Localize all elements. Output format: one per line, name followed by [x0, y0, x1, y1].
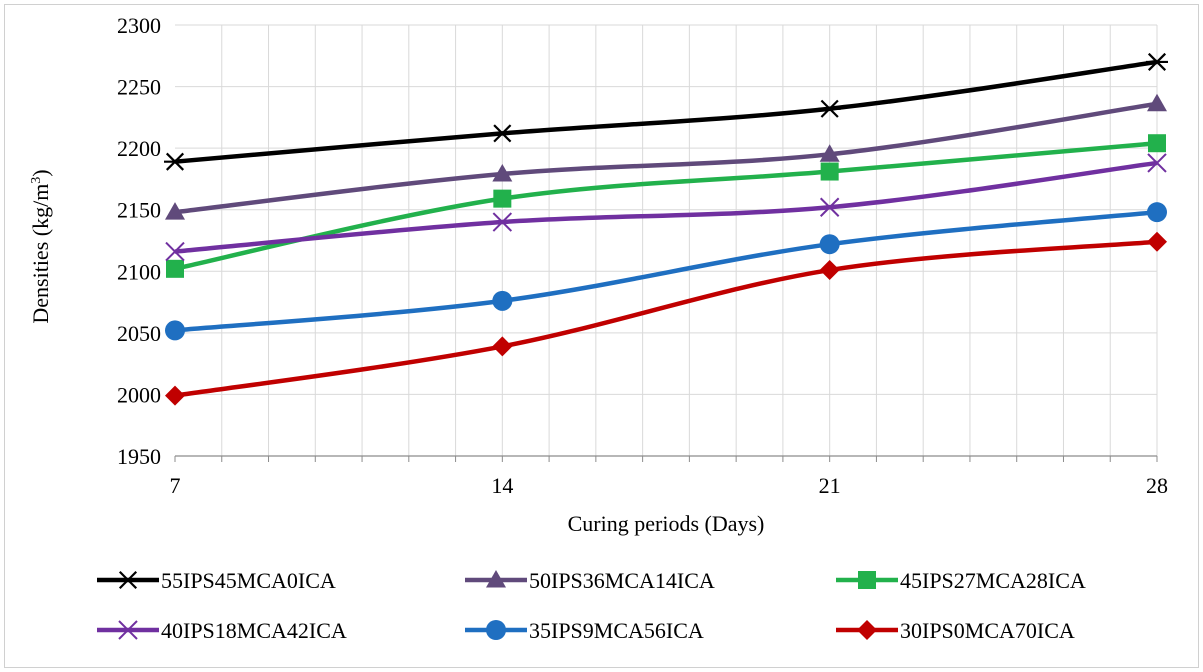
legend-label: 35IPS9MCA56ICA — [529, 618, 704, 643]
data-point-x — [1147, 153, 1167, 173]
data-point-circle — [492, 290, 513, 311]
series-markers — [164, 52, 1168, 406]
data-point-circle — [1147, 202, 1167, 223]
series-line-5 — [174, 239, 1158, 398]
data-point-diamond — [1147, 231, 1167, 252]
y-tick-label: 1950 — [117, 444, 161, 469]
data-point-square — [166, 259, 184, 278]
legend-marker — [486, 570, 506, 588]
data-point-triangle — [1147, 93, 1167, 112]
series-line-0 — [174, 59, 1158, 164]
data-point-asterisk — [1146, 52, 1168, 71]
x-tick-label: 7 — [170, 473, 181, 498]
y-tick-label: 2200 — [117, 136, 161, 161]
series-line-3 — [174, 160, 1158, 254]
legend-entry: 35IPS9MCA56ICA — [465, 618, 704, 643]
legend-marker — [858, 571, 876, 589]
data-point-triangle — [819, 144, 840, 162]
tick-labels: 1950 2000 2050 2100 2150 2200 2250 2300 7 14 21 28 — [117, 13, 1168, 498]
y-tick-label: 2250 — [117, 75, 161, 100]
data-point-asterisk — [818, 99, 841, 118]
y-tick-label: 2150 — [117, 198, 161, 223]
legend-label: 30IPS0MCA70ICA — [900, 618, 1075, 643]
y-tick-label: 2100 — [117, 259, 161, 284]
legend-entry: 30IPS0MCA70ICA — [836, 618, 1075, 643]
legend: 55IPS45MCA0ICA 50IPS36MCA14ICA 45IPS27MCA2… — [97, 568, 1086, 643]
data-point-diamond — [819, 260, 840, 281]
y-axis-title: Densities (kg/m3) — [28, 169, 53, 323]
y-axis-title-close: ) — [28, 169, 53, 176]
data-point-square — [1148, 134, 1166, 153]
data-point-x — [492, 212, 513, 232]
legend-marker — [118, 620, 138, 640]
data-point-square — [820, 162, 839, 181]
legend-label: 45IPS27MCA28ICA — [900, 568, 1086, 593]
data-point-diamond — [492, 336, 513, 357]
data-point-x — [165, 241, 185, 262]
y-axis-title-main: Densities (kg/m — [28, 184, 53, 324]
legend-entry: 50IPS36MCA14ICA — [465, 568, 715, 593]
data-point-asterisk — [491, 124, 514, 143]
x-tick-label: 28 — [1146, 473, 1168, 498]
series-line-1 — [174, 101, 1158, 215]
series-lines — [174, 59, 1158, 398]
legend-marker — [857, 620, 877, 640]
y-axis-title-superscript: 3 — [29, 177, 44, 184]
legend-label: 55IPS45MCA0ICA — [161, 568, 336, 593]
grid-lines — [175, 24, 1158, 456]
legend-label: 50IPS36MCA14ICA — [529, 568, 715, 593]
data-point-square — [493, 189, 512, 208]
chart-frame — [4, 4, 1199, 668]
x-tick-label: 21 — [819, 473, 841, 498]
data-point-triangle — [165, 202, 185, 220]
legend-entry: 45IPS27MCA28ICA — [836, 568, 1086, 593]
legend-entry: 40IPS18MCA42ICA — [97, 618, 347, 643]
x-tick-label: 14 — [491, 473, 513, 498]
series-line-4 — [174, 209, 1158, 333]
y-tick-label: 2050 — [117, 321, 161, 346]
axes — [174, 455, 1158, 462]
legend-marker — [117, 570, 139, 590]
series-line-2 — [174, 140, 1158, 272]
y-tick-label: 2300 — [117, 13, 161, 38]
data-point-x — [819, 197, 840, 217]
legend-label: 40IPS18MCA42ICA — [161, 618, 347, 643]
data-point-diamond — [165, 385, 185, 406]
x-axis-title: Curing periods (Days) — [568, 511, 765, 536]
data-point-circle — [165, 320, 185, 341]
data-point-circle — [819, 234, 840, 255]
legend-marker — [486, 620, 506, 640]
data-point-asterisk — [164, 152, 186, 171]
legend-entry: 55IPS45MCA0ICA — [97, 568, 336, 593]
y-tick-label: 2000 — [117, 382, 161, 407]
data-point-triangle — [492, 164, 513, 182]
